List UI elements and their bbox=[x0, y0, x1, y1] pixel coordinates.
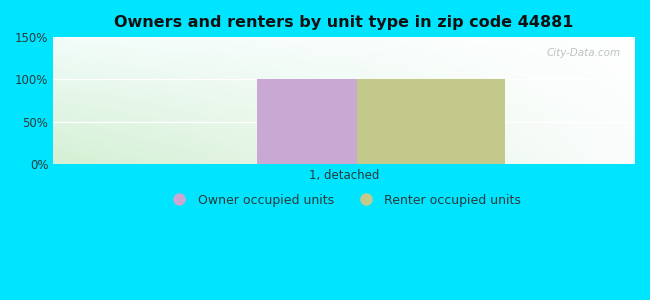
Text: City-Data.com: City-Data.com bbox=[547, 48, 621, 58]
Legend: Owner occupied units, Renter occupied units: Owner occupied units, Renter occupied un… bbox=[162, 188, 526, 212]
Bar bbox=[257, 79, 405, 164]
Title: Owners and renters by unit type in zip code 44881: Owners and renters by unit type in zip c… bbox=[114, 15, 574, 30]
Bar bbox=[358, 79, 506, 164]
